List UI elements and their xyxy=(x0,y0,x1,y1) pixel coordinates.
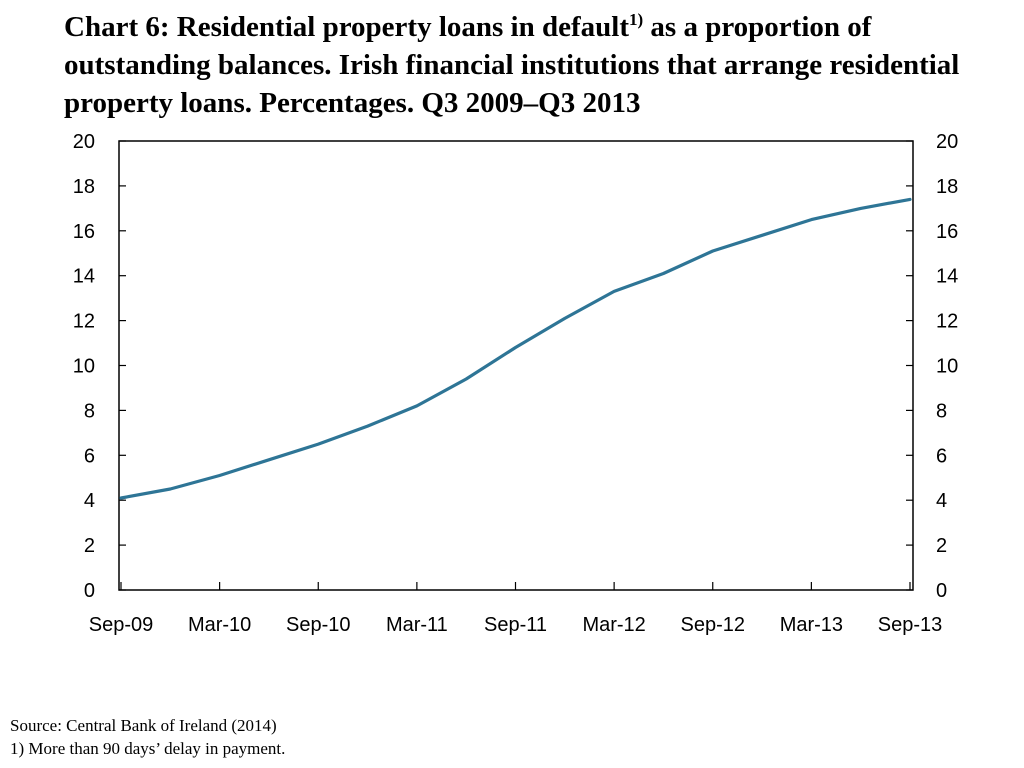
y-tick-label-right: 6 xyxy=(936,445,947,467)
y-tick-label-right: 20 xyxy=(936,131,958,153)
y-tick-label-right: 18 xyxy=(936,176,958,198)
y-tick-label-left: 10 xyxy=(73,356,95,378)
y-tick-label-right: 2 xyxy=(936,535,947,557)
chart-title: Chart 6: Residential property loans in d… xyxy=(64,8,964,122)
x-tick-label: Sep-10 xyxy=(286,614,351,636)
y-tick-label-left: 12 xyxy=(73,311,95,333)
y-tick-label-left: 2 xyxy=(84,535,95,557)
y-tick-label-left: 16 xyxy=(73,221,95,243)
x-tick-label: Mar-11 xyxy=(386,614,448,636)
title-footnote-mark: 1) xyxy=(628,10,644,29)
source-note: Source: Central Bank of Ireland (2014) xyxy=(10,716,277,735)
x-tick-label: Sep-12 xyxy=(681,614,746,636)
y-tick-label-right: 0 xyxy=(936,580,947,602)
y-tick-label-right: 4 xyxy=(936,490,947,512)
y-tick-label-right: 10 xyxy=(936,356,958,378)
series-line xyxy=(119,197,912,500)
y-tick-label-right: 14 xyxy=(936,266,958,288)
y-tick-label-left: 4 xyxy=(84,490,95,512)
x-tick-label: Sep-13 xyxy=(878,614,943,636)
chart-notes: Source: Central Bank of Ireland (2014) 1… xyxy=(10,714,285,760)
x-tick-label: Mar-12 xyxy=(582,614,645,636)
y-tick-label-right: 12 xyxy=(936,311,958,333)
y-tick-label-left: 8 xyxy=(84,400,95,422)
y-tick-label-left: 14 xyxy=(73,266,95,288)
y-tick-label-left: 18 xyxy=(73,176,95,198)
x-tick-label: Sep-09 xyxy=(89,614,154,636)
chart-title-text-continued: as a proportion of outstanding balances.… xyxy=(64,11,960,119)
y-tick-label-left: 20 xyxy=(73,131,95,153)
y-tick-label-left: 6 xyxy=(84,445,95,467)
x-tick-label: Mar-13 xyxy=(780,614,843,636)
y-tick-label-right: 16 xyxy=(936,221,958,243)
y-tick-label-right: 8 xyxy=(936,400,947,422)
x-tick-label: Mar-10 xyxy=(188,614,251,636)
footnote-note: 1) More than 90 days’ delay in payment. xyxy=(10,739,286,758)
plot-frame xyxy=(118,140,914,591)
chart-title-text: Chart 6: Residential property loans in d… xyxy=(64,11,629,43)
x-tick-label: Sep-11 xyxy=(484,614,547,636)
y-tick-label-left: 0 xyxy=(84,580,95,602)
